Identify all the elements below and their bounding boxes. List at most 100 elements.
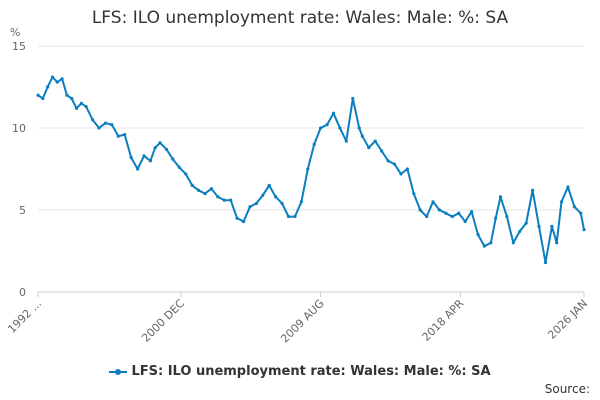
data-point[interactable]: [229, 198, 233, 202]
data-point[interactable]: [524, 221, 528, 225]
data-point[interactable]: [482, 244, 487, 248]
data-point[interactable]: [286, 214, 291, 219]
data-point[interactable]: [235, 216, 239, 220]
data-point[interactable]: [248, 205, 252, 209]
data-point[interactable]: [555, 241, 559, 245]
gridlines: [38, 45, 584, 293]
data-point[interactable]: [261, 193, 265, 197]
data-point[interactable]: [148, 159, 153, 163]
data-point[interactable]: [46, 85, 50, 89]
data-point[interactable]: [338, 126, 342, 130]
data-point[interactable]: [518, 229, 522, 233]
data-point[interactable]: [299, 200, 303, 204]
data-point[interactable]: [511, 241, 515, 245]
data-point[interactable]: [444, 211, 448, 215]
data-point[interactable]: [319, 126, 323, 130]
data-point[interactable]: [70, 96, 74, 101]
data-point[interactable]: [177, 165, 181, 169]
data-point[interactable]: [357, 126, 361, 130]
data-point[interactable]: [572, 205, 576, 209]
data-point[interactable]: [463, 219, 467, 224]
data-point[interactable]: [494, 216, 498, 220]
data-point[interactable]: [457, 211, 461, 215]
data-point[interactable]: [431, 200, 435, 204]
data-point[interactable]: [405, 167, 409, 171]
y-axis-unit-label: %: [10, 26, 20, 39]
data-point[interactable]: [543, 260, 548, 265]
data-point[interactable]: [158, 141, 162, 145]
data-point[interactable]: [41, 96, 45, 101]
data-point[interactable]: [418, 208, 422, 212]
data-point[interactable]: [79, 101, 83, 105]
data-point[interactable]: [306, 167, 310, 171]
data-point[interactable]: [196, 188, 201, 192]
data-point[interactable]: [91, 118, 95, 122]
data-point[interactable]: [312, 142, 316, 146]
y-axis: 0 5 10 15: [12, 40, 26, 299]
data-point[interactable]: [476, 233, 480, 237]
y-tick-label: 15: [12, 40, 26, 53]
data-point[interactable]: [164, 147, 169, 151]
data-point[interactable]: [425, 214, 429, 219]
data-point[interactable]: [498, 195, 503, 199]
data-point[interactable]: [469, 210, 474, 214]
data-point[interactable]: [142, 154, 146, 158]
data-point[interactable]: [84, 105, 88, 109]
data-point[interactable]: [74, 106, 79, 110]
data-point[interactable]: [399, 172, 403, 176]
data-point[interactable]: [123, 132, 127, 137]
data-point[interactable]: [274, 195, 278, 199]
data-point[interactable]: [50, 75, 55, 79]
data-point[interactable]: [60, 77, 64, 81]
data-point[interactable]: [505, 214, 509, 219]
data-point[interactable]: [216, 195, 220, 199]
data-point[interactable]: [203, 192, 207, 196]
y-tick-label: 0: [19, 286, 26, 299]
data-point[interactable]: [450, 214, 454, 219]
data-point[interactable]: [437, 208, 442, 212]
data-point[interactable]: [97, 126, 101, 130]
data-point[interactable]: [550, 224, 554, 228]
data-point[interactable]: [222, 198, 226, 202]
data-point[interactable]: [171, 157, 175, 161]
data-point[interactable]: [579, 211, 583, 215]
data-point[interactable]: [135, 167, 140, 171]
data-point[interactable]: [55, 80, 59, 84]
data-point[interactable]: [65, 93, 69, 97]
data-point[interactable]: [537, 224, 541, 228]
data-point[interactable]: [582, 228, 586, 232]
data-point[interactable]: [360, 134, 364, 138]
data-point[interactable]: [241, 219, 246, 224]
data-point[interactable]: [531, 188, 535, 192]
x-tick-label: 2009 AUG: [278, 297, 327, 346]
data-point[interactable]: [351, 96, 355, 101]
data-point[interactable]: [103, 121, 108, 125]
legend[interactable]: LFS: ILO unemployment rate: Wales: Male:…: [0, 364, 600, 379]
data-point[interactable]: [184, 172, 188, 176]
data-point[interactable]: [412, 192, 416, 196]
data-point[interactable]: [392, 162, 397, 166]
data-point[interactable]: [489, 241, 493, 245]
data-point[interactable]: [373, 139, 377, 143]
data-point[interactable]: [209, 187, 214, 191]
data-point[interactable]: [254, 201, 258, 206]
data-point[interactable]: [566, 185, 570, 189]
data-point[interactable]: [116, 134, 120, 138]
data-point[interactable]: [153, 146, 157, 150]
data-point[interactable]: [380, 149, 384, 153]
x-tick-label: 2026 JAN: [545, 297, 590, 342]
data-point[interactable]: [559, 200, 564, 204]
data-point[interactable]: [386, 159, 390, 163]
data-point[interactable]: [129, 155, 133, 160]
data-point[interactable]: [190, 183, 194, 187]
data-point[interactable]: [325, 123, 329, 127]
data-point[interactable]: [36, 93, 40, 97]
data-point[interactable]: [344, 139, 348, 143]
data-point[interactable]: [367, 146, 371, 150]
data-point[interactable]: [331, 111, 336, 115]
data-point[interactable]: [267, 183, 271, 187]
data-point[interactable]: [293, 214, 297, 219]
x-axis: 1992 ... 2000 DEC 2009 AUG 2018 APR 2026 JAN: [5, 291, 590, 346]
data-point[interactable]: [110, 123, 114, 127]
data-point[interactable]: [280, 201, 284, 206]
